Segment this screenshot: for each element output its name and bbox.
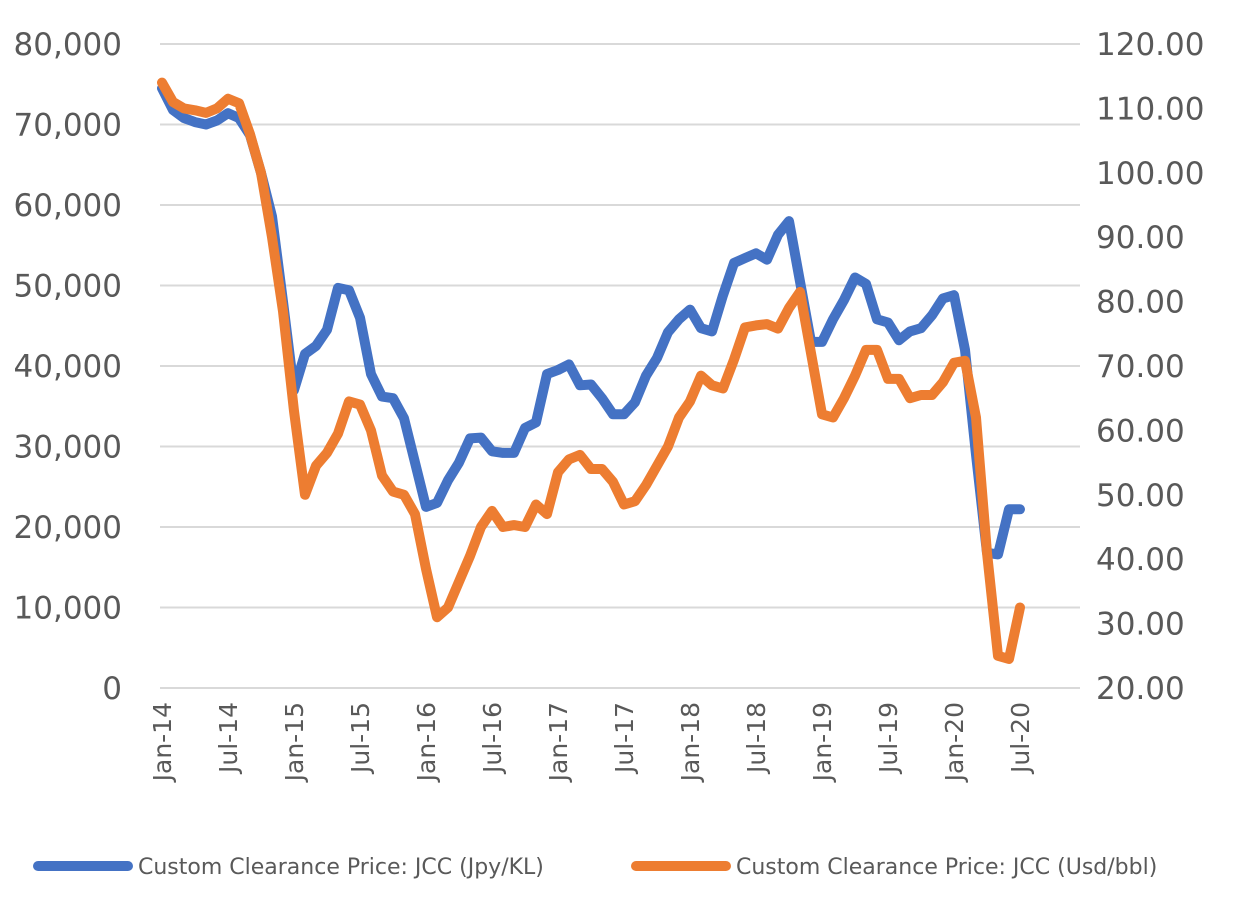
right-axis-tick-label: 40.00 [1096,542,1185,578]
x-axis-tick-label: Jan-17 [544,702,573,783]
x-axis-tick-label: Jan-19 [808,702,837,783]
right-axis-tick-label: 90.00 [1096,220,1185,256]
left-axis-tick-label: 50,000 [14,269,122,305]
right-axis-tick-label: 100.00 [1096,156,1204,192]
right-axis-tick-label: 30.00 [1096,607,1185,643]
right-axis-tick-label: 70.00 [1096,349,1185,385]
right-axis-tick-label: 80.00 [1096,285,1185,321]
x-axis-tick-label: Jul-20 [1006,702,1035,775]
right-axis-tick-label: 60.00 [1096,413,1185,449]
x-axis-tick-label: Jan-18 [676,702,705,783]
left-axis-tick-label: 30,000 [14,430,122,466]
left-axis-tick-label: 40,000 [14,349,122,385]
left-axis-tick-label: 60,000 [14,188,122,224]
right-axis-tick-label: 50.00 [1096,478,1185,514]
left-axis-tick-label: 0 [102,671,122,707]
left-axis-tick-label: 10,000 [14,591,122,627]
right-axis-tick-label: 110.00 [1096,91,1204,127]
x-axis-tick-label: Jan-20 [940,702,969,783]
legend-label-1: Custom Clearance Price: JCC (Jpy/KL) [138,855,544,880]
x-axis-tick-label: Jan-14 [148,702,177,783]
x-axis-tick-label: Jul-19 [874,702,903,775]
left-axis-tick-label: 80,000 [14,27,122,63]
left-axis-tick-label: 20,000 [14,510,122,546]
x-axis-tick-label: Jan-16 [412,702,441,783]
series-line-2 [157,77,1025,664]
x-axis-tick-label: Jul-17 [610,702,639,775]
x-axis-tick-label: Jul-18 [742,702,771,775]
right-axis-tick-label: 120.00 [1096,27,1204,63]
legend-label-2: Custom Clearance Price: JCC (Usd/bbl) [736,855,1157,880]
left-axis-tick-label: 70,000 [14,108,122,144]
x-axis-tick-label: Jul-14 [214,702,243,775]
x-axis-tick-label: Jul-15 [346,702,375,775]
x-axis-tick-label: Jan-15 [280,702,309,783]
series-line-1 [157,83,1025,560]
x-axis-tick-label: Jul-16 [478,702,507,775]
right-axis-tick-label: 20.00 [1096,671,1185,707]
